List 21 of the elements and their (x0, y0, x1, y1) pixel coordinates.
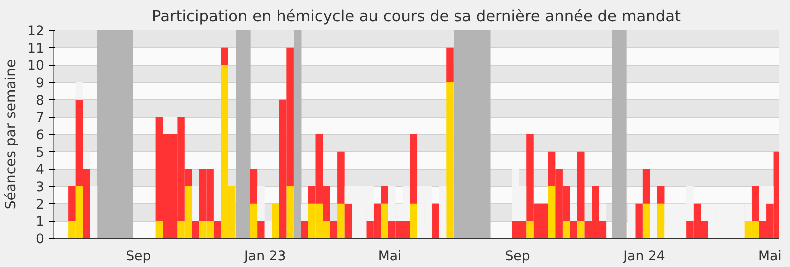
y-tick-label: 3 (36, 180, 45, 196)
y-axis-title: Séances par semaine (4, 59, 20, 210)
y-tick-label: 7 (36, 111, 45, 126)
y-tick-label: 5 (36, 146, 45, 161)
y-tick-label: 1 (36, 215, 45, 230)
x-tick-label: Jan 24 (622, 250, 666, 264)
x-tick-label: Jan 23 (244, 250, 286, 264)
y-tick-label: 4 (36, 163, 45, 178)
y-tick-label: 0 (36, 232, 45, 248)
x-tick-label: Sep (505, 250, 530, 264)
y-tick-label: 11 (28, 42, 45, 57)
chart-title: Participation en hémicycle au cours de sa dernière année de mandat (152, 8, 681, 26)
y-tick-label: 6 (36, 128, 45, 144)
y-tick-label: 9 (36, 76, 45, 92)
y-tick-label: 8 (36, 94, 45, 109)
y-tick-label: 12 (28, 24, 45, 40)
x-tick-label: Mai (378, 250, 402, 264)
y-tick-label: 2 (36, 198, 45, 213)
x-tick-label: Mai (758, 250, 782, 264)
x-tick-label: Sep (126, 250, 152, 264)
y-tick-label: 10 (28, 59, 45, 74)
